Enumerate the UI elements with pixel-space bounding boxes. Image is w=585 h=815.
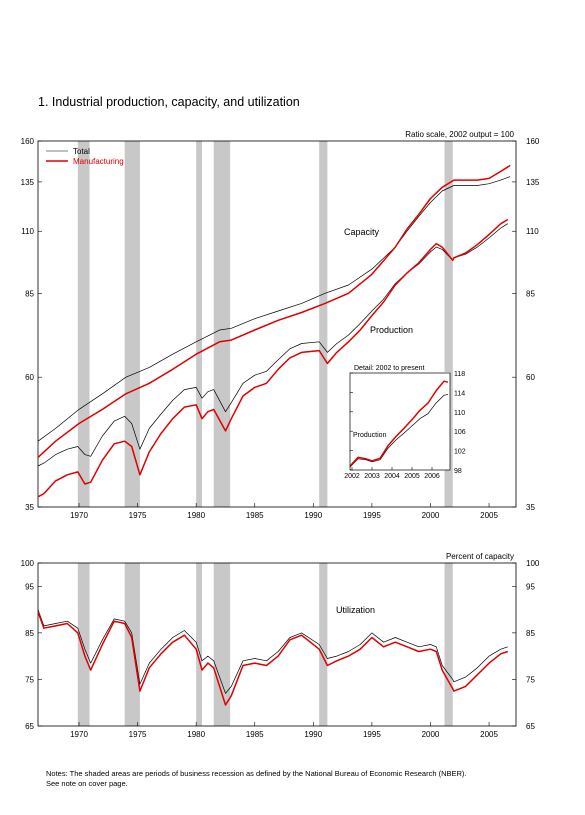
- inset-x-tick-label-4: 2006: [424, 473, 440, 480]
- top-y-tick-label-right-5: 160: [526, 137, 540, 146]
- utilization-panel: 65 65 75 75 85 85 95 95 100 100 1970 1975 1980 1985 19…: [21, 552, 540, 739]
- legend-total-label: Total: [73, 147, 90, 156]
- bottom-recession-band-3: [213, 563, 231, 726]
- bottom-recession-band-0: [77, 563, 90, 726]
- bottom-series-manufacturing: [37, 611, 509, 706]
- inset-y-tick-label-2: 106: [454, 429, 466, 436]
- inset-title: Detail: 2002 to present: [354, 365, 424, 372]
- annotation-utilization: Utilization: [336, 605, 375, 615]
- top-x-tick-label-0: 1970: [70, 511, 88, 520]
- bottom-x-tick-label-2: 1980: [187, 730, 205, 739]
- inset-y-tick-label-3: 110: [454, 410, 465, 417]
- bottom-plot-frame: [37, 562, 517, 727]
- detail-inset: Detail: 2002 to present 98 102 106 110 114 11…: [344, 365, 466, 480]
- bottom-y-tick-label-left-1: 75: [25, 675, 34, 684]
- top-y-tick-label-left-2: 85: [25, 289, 34, 298]
- bottom-x-tick-label-4: 1990: [304, 730, 322, 739]
- top-y-tick-label-left-4: 135: [21, 178, 35, 187]
- legend: Total Manufacturing: [46, 147, 124, 166]
- legend-manufacturing-label: Manufacturing: [73, 157, 124, 166]
- top-x-tick-label-7: 2005: [480, 511, 498, 520]
- production-capacity-panel: 35 35 60 60 85 85 110 110 135 135 160 160 1970 1975 19…: [21, 130, 540, 520]
- top-recession-band-1: [124, 141, 140, 507]
- bottom-x-tick-label-7: 2005: [480, 730, 498, 739]
- top-axis-ticks: 35 35 60 60 85 85 110 110 135 135 160 160 1970 1975 19…: [21, 137, 540, 520]
- bottom-y-tick-label-right-1: 75: [526, 675, 535, 684]
- bottom-recession-band-4: [319, 563, 328, 726]
- inset-y-tick-label-4: 114: [454, 390, 465, 397]
- bottom-y-tick-label-left-0: 65: [25, 722, 34, 731]
- bottom-subtitle: Percent of capacity: [446, 552, 514, 561]
- bottom-y-tick-label-right-0: 65: [526, 722, 535, 731]
- bottom-x-tick-label-5: 1995: [363, 730, 381, 739]
- top-y-tick-label-right-1: 60: [526, 373, 535, 382]
- top-series-production-manufacturing: [37, 218, 509, 498]
- annotation-capacity: Capacity: [344, 227, 380, 237]
- bottom-x-tick-label-1: 1975: [129, 730, 147, 739]
- top-y-tick-label-left-3: 110: [21, 227, 34, 236]
- top-x-tick-label-6: 2000: [422, 511, 440, 520]
- top-series-production-total: [37, 223, 508, 467]
- top-subtitle: Ratio scale, 2002 output = 100: [405, 130, 514, 139]
- top-recession-band-4: [319, 141, 328, 507]
- top-y-tick-label-right-3: 110: [526, 227, 539, 236]
- annotation-production: Production: [370, 325, 413, 335]
- inset-series-total: [349, 393, 449, 468]
- top-series-capacity-total: [37, 176, 511, 442]
- inset-y-tick-label-0: 98: [454, 468, 462, 475]
- bottom-series-lines: [37, 609, 509, 706]
- bottom-x-tick-label-0: 1970: [70, 730, 88, 739]
- inset-x-tick-label-3: 2005: [404, 473, 420, 480]
- bottom-y-tick-label-right-2: 85: [526, 629, 535, 638]
- bottom-x-tick-label-3: 1985: [246, 730, 264, 739]
- top-recession-band-5: [444, 141, 453, 507]
- top-y-tick-label-left-5: 160: [21, 137, 35, 146]
- top-y-tick-label-left-1: 60: [25, 373, 34, 382]
- top-y-tick-label-right-0: 35: [526, 503, 535, 512]
- top-recession-band-3: [213, 141, 231, 507]
- inset-x-tick-label-1: 2003: [364, 473, 380, 480]
- top-x-tick-label-3: 1985: [246, 511, 264, 520]
- top-recession-band-0: [77, 141, 90, 507]
- top-x-tick-label-4: 1990: [304, 511, 322, 520]
- top-recession-bands: [77, 141, 453, 507]
- top-series-lines: [37, 164, 511, 498]
- inset-annotation-production: Production: [353, 432, 387, 439]
- notes-line-1: Notes: The shaded areas are periods of b…: [46, 769, 467, 778]
- bottom-y-tick-label-left-4: 100: [21, 559, 35, 568]
- inset-frame: [349, 372, 451, 471]
- bottom-x-tick-label-6: 2000: [422, 730, 440, 739]
- inset-y-tick-label-1: 102: [454, 449, 466, 456]
- top-y-tick-label-left-0: 35: [25, 503, 34, 512]
- inset-series-manufacturing: [349, 380, 449, 467]
- bottom-y-tick-label-right-4: 100: [526, 559, 540, 568]
- top-recession-band-2: [196, 141, 203, 507]
- inset-y-tick-label-5: 118: [454, 371, 465, 378]
- bottom-axis-ticks: 65 65 75 75 85 85 95 95 100 100 1970 1975 1980 1985 19…: [21, 559, 540, 739]
- top-plot-frame: [37, 140, 517, 508]
- top-y-tick-label-right-4: 135: [526, 178, 540, 187]
- notes-line-2: See note on cover page.: [46, 779, 128, 788]
- inset-background: [350, 372, 450, 470]
- bottom-series-total: [37, 609, 508, 694]
- figure-title: 1. Industrial production, capacity, and …: [38, 95, 300, 109]
- top-y-tick-label-right-2: 85: [526, 289, 535, 298]
- inset-x-tick-label-0: 2002: [344, 473, 360, 480]
- bottom-y-tick-label-left-2: 85: [25, 629, 34, 638]
- bottom-recession-bands: [77, 563, 453, 726]
- bottom-y-tick-label-left-3: 95: [25, 582, 34, 591]
- top-series-capacity-manufacturing: [37, 164, 511, 458]
- top-x-tick-label-1: 1975: [129, 511, 147, 520]
- bottom-y-tick-label-right-3: 95: [526, 582, 535, 591]
- inset-axis-ticks: 98 102 106 110 114 118 2002 2003 2004 2005 2006: [344, 371, 466, 480]
- bottom-recession-band-5: [444, 563, 453, 726]
- top-x-tick-label-2: 1980: [187, 511, 205, 520]
- bottom-recession-band-2: [196, 563, 203, 726]
- inset-series-lines: [349, 380, 449, 468]
- inset-x-tick-label-2: 2004: [384, 473, 400, 480]
- top-x-tick-label-5: 1995: [363, 511, 381, 520]
